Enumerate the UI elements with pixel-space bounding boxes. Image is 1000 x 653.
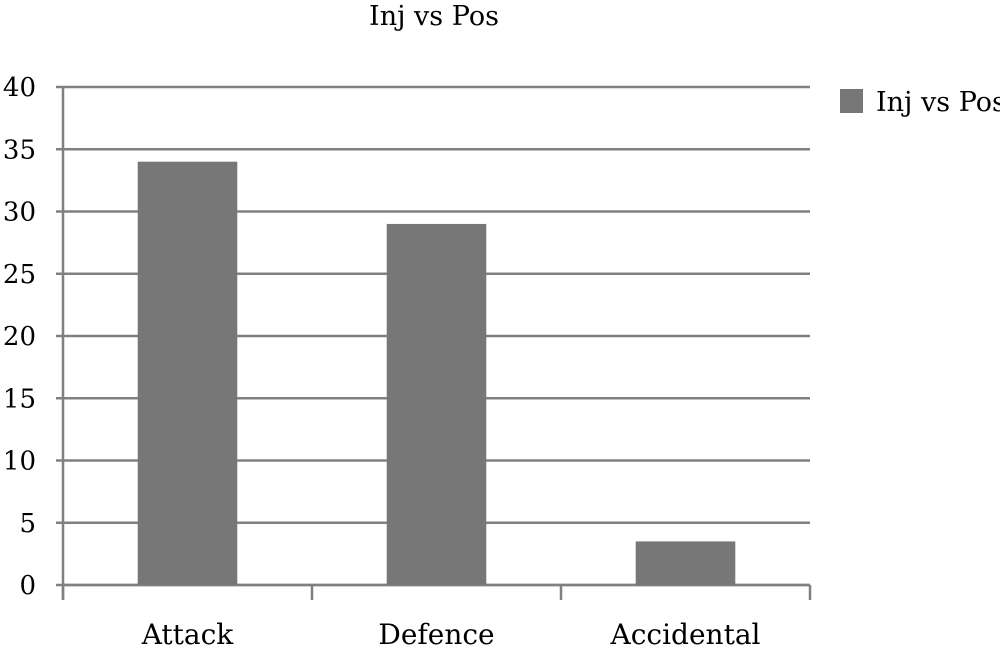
chart-title: Inj vs Pos [369,1,499,32]
bar-defence [386,223,487,585]
y-axis: 0 5 10 15 20 25 30 35 40 [3,73,65,601]
legend: Inj vs Pos [840,87,1000,118]
legend-label: Inj vs Pos [876,87,1000,118]
y-tick-label: 5 [19,509,36,539]
bars [137,161,736,585]
x-tick-label: Attack [141,618,235,651]
x-tick-label: Accidental [610,618,761,651]
y-tick-label: 35 [3,135,36,165]
y-tick-label: 40 [3,73,36,103]
bar-attack [137,161,238,585]
bar-accidental [635,541,736,585]
y-tick-label: 15 [3,384,36,414]
y-tick-label: 30 [3,198,36,228]
y-tick-label: 25 [3,260,36,290]
y-tick-label: 10 [3,447,36,477]
y-tick-label: 0 [19,571,36,601]
x-axis: Attack Defence Accidental [61,583,812,651]
y-tick-label: 20 [3,322,36,352]
legend-swatch [840,89,863,113]
x-tick-label: Defence [378,618,494,651]
